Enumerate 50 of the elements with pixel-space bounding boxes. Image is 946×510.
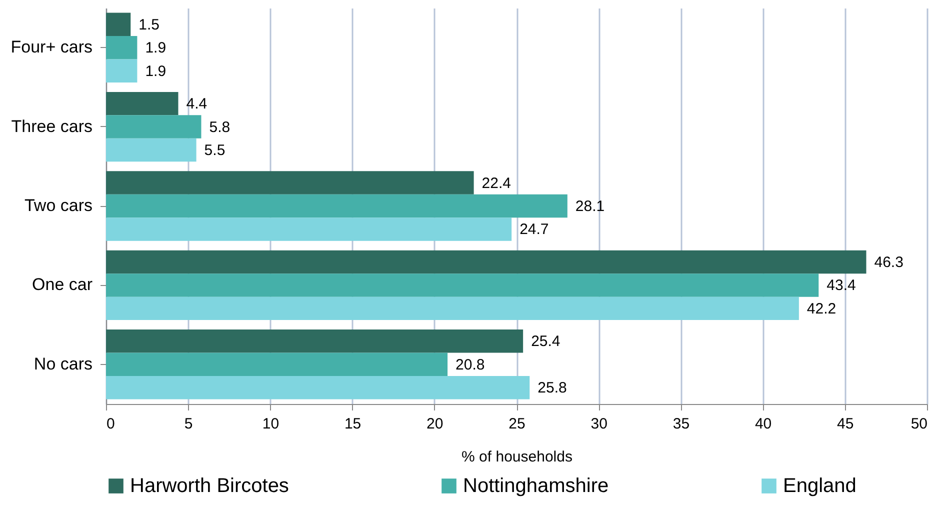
data-label: 43.4 (826, 277, 856, 294)
data-label: 1.9 (145, 62, 166, 80)
x-tick-label: 35 (672, 416, 690, 432)
bar (106, 250, 866, 274)
data-label: 4.4 (186, 96, 208, 113)
bar (106, 218, 512, 241)
y-tick-label: One car (32, 275, 93, 294)
legend-label: Harworth Bircotes (130, 475, 289, 497)
bar (106, 330, 524, 353)
y-tick-label: Two cars (24, 196, 92, 215)
x-tick-label: 20 (426, 416, 444, 432)
x-tick-label: 40 (754, 416, 772, 432)
data-label: 25.8 (538, 380, 567, 397)
x-tick-label: 50 (910, 416, 928, 432)
data-label: 42.2 (806, 300, 836, 318)
x-tick-label: 30 (590, 416, 608, 432)
data-label: 25.4 (531, 333, 560, 350)
bar (106, 12, 131, 36)
bar (106, 36, 138, 60)
bar (106, 296, 799, 320)
bar (106, 376, 530, 400)
data-label: 28.1 (575, 198, 605, 215)
legend-label: England (783, 475, 856, 497)
bar (106, 274, 819, 297)
bar (106, 115, 202, 138)
data-label: 1.5 (138, 16, 160, 34)
y-tick-label: Three cars (11, 116, 92, 136)
x-tick-label: 5 (184, 416, 193, 432)
bar (106, 138, 196, 162)
legend-label: Nottinghamshire (463, 475, 609, 497)
data-label: 20.8 (456, 356, 485, 374)
data-label: 5.8 (209, 118, 230, 136)
bar (106, 171, 474, 194)
bar (106, 194, 568, 218)
x-tick-label: 0 (106, 416, 115, 432)
x-tick-label: 10 (262, 416, 280, 432)
bar (106, 352, 448, 376)
data-label: 24.7 (520, 221, 549, 238)
data-label: 22.4 (482, 174, 512, 192)
data-label: 5.5 (204, 142, 226, 160)
y-tick-label: Four+ cars (10, 38, 92, 57)
x-tick-label: 45 (837, 416, 854, 432)
x-axis-title: % of households (462, 448, 572, 466)
bar (106, 59, 138, 82)
x-tick-label: 25 (508, 416, 526, 432)
x-tick-label: 15 (344, 416, 362, 432)
y-tick-label: No cars (34, 354, 92, 374)
data-label: 1.9 (145, 40, 166, 57)
bar (106, 92, 178, 116)
data-label: 46.3 (874, 254, 904, 271)
